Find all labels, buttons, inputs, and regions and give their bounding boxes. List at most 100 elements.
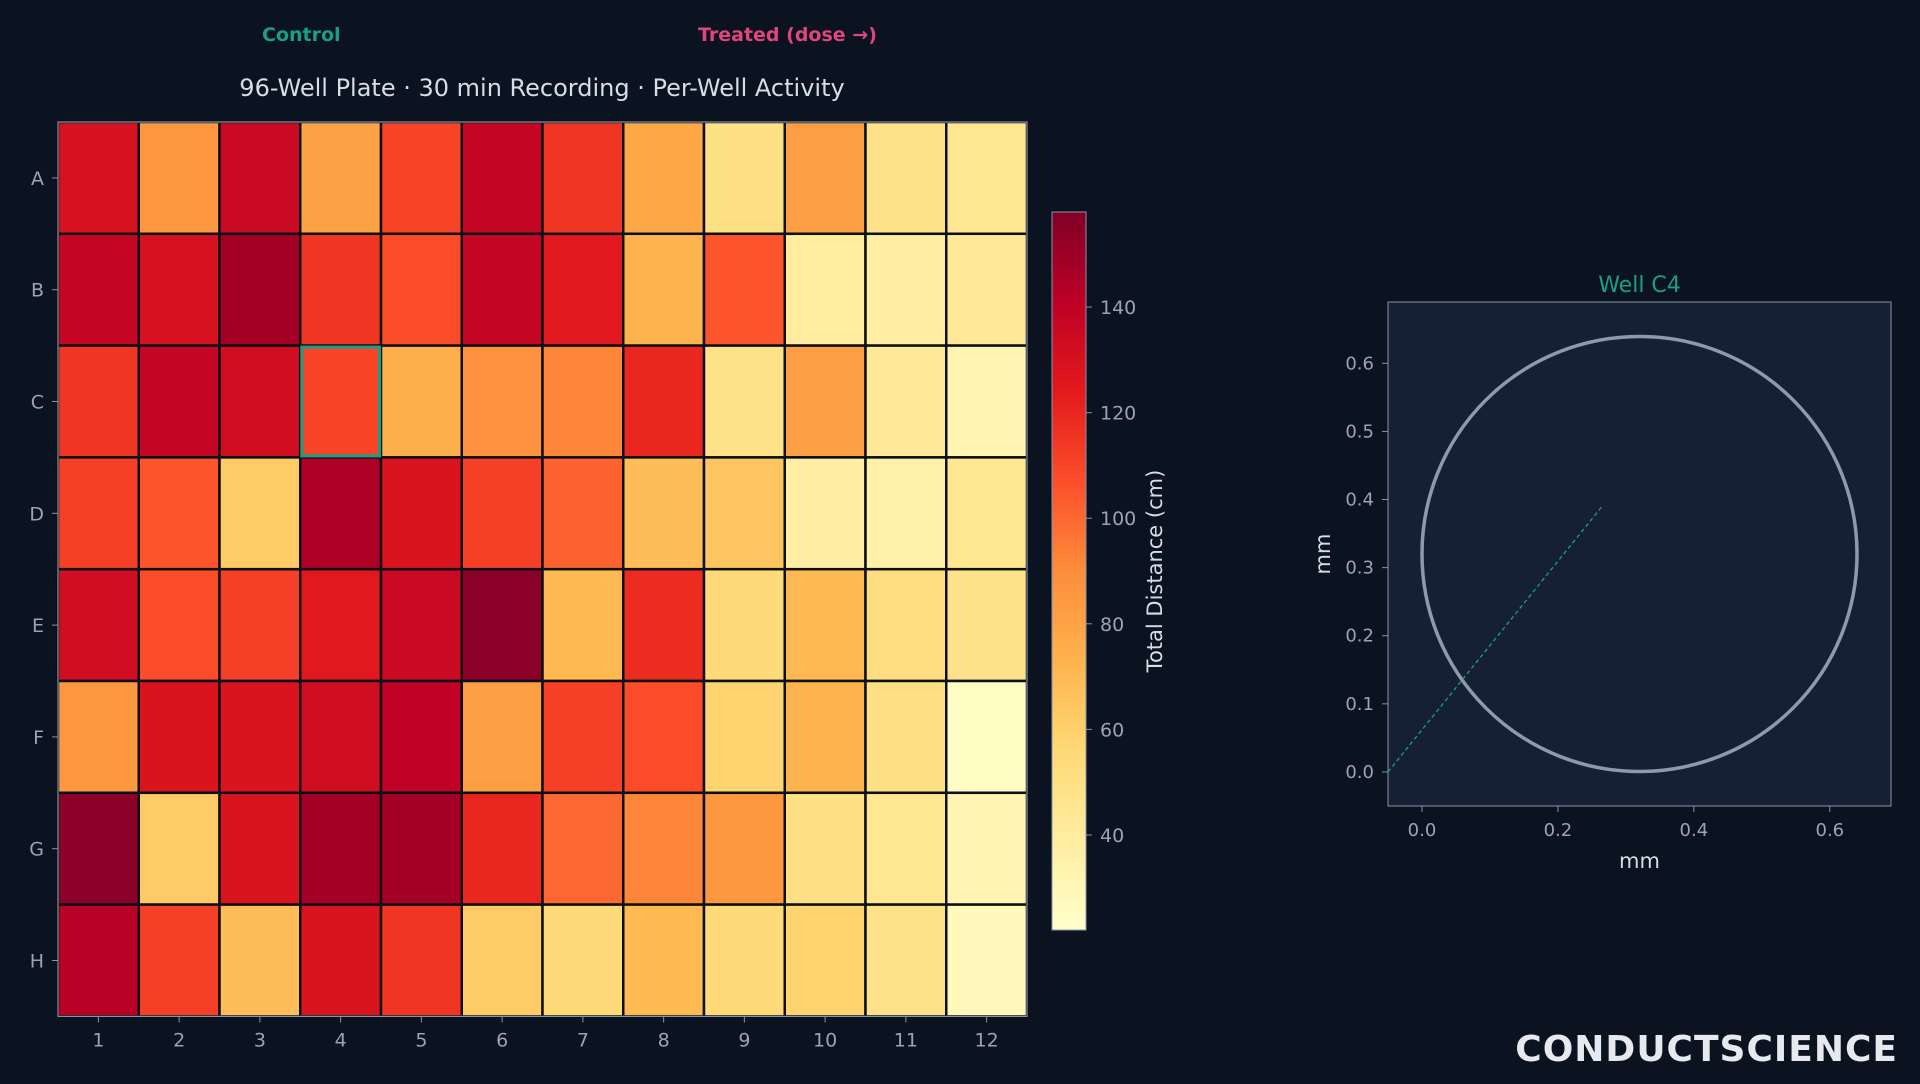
plate-title: 96-Well Plate · 30 min Recording · Per-W…	[239, 74, 845, 102]
well-cell	[56, 120, 140, 236]
row-label: F	[33, 727, 44, 749]
well-cell	[218, 120, 302, 236]
well-cell	[622, 567, 706, 683]
well-cell	[541, 679, 625, 795]
well-cell	[783, 232, 867, 347]
well-cell	[945, 120, 1029, 236]
x-tick-label: 0.0	[1408, 820, 1437, 841]
treated-legend-label: Treated (dose →)	[698, 24, 877, 46]
well-cell	[702, 344, 786, 459]
well-cell	[460, 903, 544, 1018]
well-cell	[137, 120, 221, 236]
well-cell	[702, 567, 786, 683]
well-cell	[218, 344, 302, 459]
well-cell	[783, 567, 867, 683]
well-cell	[864, 567, 948, 683]
x-tick-label: 0.6	[1816, 820, 1845, 841]
well-boundary-circle	[1420, 334, 1859, 774]
well-cell	[541, 344, 625, 459]
well-cell	[299, 679, 383, 795]
well-cell	[622, 791, 706, 906]
well-cell	[541, 232, 625, 347]
well-cell	[864, 903, 948, 1018]
well-cell	[299, 567, 383, 683]
well-cell	[702, 791, 786, 906]
plate-border	[57, 121, 1028, 1018]
well-cell	[541, 791, 625, 906]
column-label: 3	[254, 1029, 266, 1051]
well-panel-title: Well C4	[1598, 273, 1681, 298]
well-cell	[702, 120, 786, 236]
well-cell	[622, 679, 706, 795]
colorbar-tick-label: 100	[1100, 508, 1136, 530]
well-cell	[379, 120, 463, 236]
well-cell	[622, 232, 706, 347]
row-label: D	[29, 503, 44, 525]
well-cell	[56, 903, 140, 1018]
row-label: E	[32, 615, 44, 637]
well-cell	[702, 903, 786, 1018]
well-cell	[702, 679, 786, 795]
well-cell	[783, 344, 867, 459]
well-cell	[460, 120, 544, 236]
well-cell	[218, 679, 302, 795]
well-cell	[864, 344, 948, 459]
well-cell	[460, 344, 544, 459]
y-tick-label: 0.2	[1345, 626, 1374, 647]
highlighted-well	[300, 345, 381, 458]
column-label: 9	[738, 1029, 750, 1051]
colorbar-tick-label: 140	[1100, 297, 1136, 319]
colorbar-tick-label: 40	[1100, 825, 1124, 847]
well-cell	[622, 456, 706, 571]
well-cell	[460, 791, 544, 906]
colorbar-label: Total Distance (cm)	[1143, 470, 1167, 674]
column-label: 4	[335, 1029, 347, 1051]
well-cell	[379, 456, 463, 571]
well-cell	[541, 903, 625, 1018]
well-panel-axes	[1387, 301, 1892, 807]
trajectory-line	[1388, 505, 1603, 773]
well-cell	[56, 567, 140, 683]
well-cell	[137, 456, 221, 571]
row-label: G	[29, 839, 44, 861]
well-cell	[541, 456, 625, 571]
well-cell	[622, 344, 706, 459]
well-cell	[945, 232, 1029, 347]
well-cell	[460, 567, 544, 683]
well-cell	[460, 232, 544, 347]
well-cell	[783, 456, 867, 571]
well-cell	[379, 791, 463, 906]
well-cell	[299, 232, 383, 347]
column-label: 5	[415, 1029, 427, 1051]
row-label: A	[31, 168, 44, 190]
well-cell	[137, 232, 221, 347]
well-cell	[460, 456, 544, 571]
well-cell	[945, 456, 1029, 571]
column-label: 1	[92, 1029, 104, 1051]
well-cell	[137, 679, 221, 795]
well-cell	[702, 232, 786, 347]
well-cell	[137, 344, 221, 459]
y-tick-label: 0.4	[1345, 490, 1374, 511]
column-label: 10	[813, 1029, 837, 1051]
well-cell	[783, 903, 867, 1018]
x-axis-label: mm	[1619, 849, 1660, 873]
well-cell	[218, 456, 302, 571]
column-label: 7	[577, 1029, 589, 1051]
row-label: H	[30, 951, 44, 973]
well-cell	[379, 679, 463, 795]
well-cell	[945, 679, 1029, 795]
well-cell	[622, 120, 706, 236]
y-tick-label: 0.0	[1345, 762, 1374, 783]
well-cell	[864, 120, 948, 236]
y-tick-label: 0.5	[1345, 421, 1374, 442]
y-axis-label: mm	[1311, 534, 1335, 575]
row-label: B	[31, 280, 44, 302]
column-label: 12	[975, 1029, 999, 1051]
well-cell	[56, 232, 140, 347]
well-cell	[783, 791, 867, 906]
colorbar-tick-label: 80	[1100, 614, 1124, 636]
well-cell	[864, 679, 948, 795]
